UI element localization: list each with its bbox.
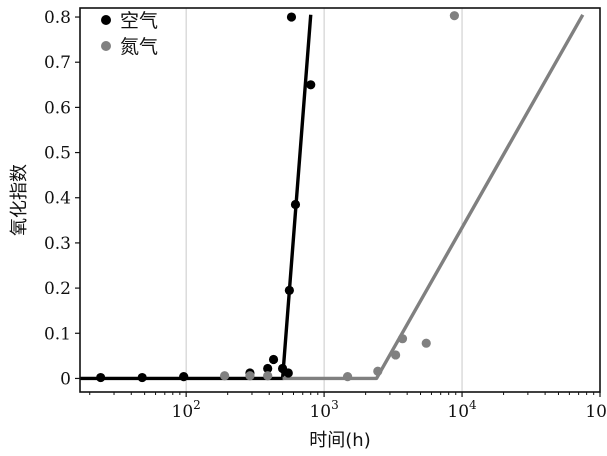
point-s0-11 (306, 80, 316, 90)
y-axis-ticks: 0 0.1 0.2 0.3 0.4 0.5 0.6 0.7 0.8 (44, 8, 80, 389)
y-tick-label-8: 0.8 (44, 8, 71, 28)
point-s1-2 (263, 371, 273, 381)
point-s0-9 (286, 12, 297, 22)
point-s1-1 (245, 371, 255, 381)
legend-marker-0 (101, 15, 111, 25)
point-s1-0 (220, 371, 230, 381)
x-tick-label-3: 105 (585, 398, 607, 422)
point-s1-5 (391, 350, 401, 360)
point-s0-8 (284, 285, 294, 295)
y-tick-label-3: 0.3 (44, 234, 71, 254)
point-s0-5 (268, 354, 279, 365)
point-s0-7 (283, 368, 293, 378)
point-s1-3 (342, 372, 353, 382)
plot-frame (79, 7, 601, 393)
x-tick-label-2: 104 (447, 398, 477, 422)
y-tick-label-7: 0.7 (44, 53, 71, 73)
y-tick-label-4: 0.4 (44, 189, 71, 209)
legend-label-0: 空气 (120, 10, 158, 32)
point-s1-7 (421, 338, 431, 348)
y-tick-label-1: 0.1 (44, 324, 71, 344)
y-tick-label-5: 0.5 (44, 144, 71, 164)
point-s0-4 (263, 363, 273, 374)
x-axis-label: 时间(h) (309, 430, 370, 451)
point-s0-1 (137, 372, 147, 383)
point-s0-10 (290, 199, 301, 210)
grid (185, 8, 463, 392)
legend-label-1: 氮气 (120, 36, 158, 58)
point-s1-4 (373, 366, 383, 376)
fit-line-1 (282, 13, 585, 381)
y-axis-label: 氧化指数 (9, 164, 30, 236)
point-s1-8 (449, 11, 459, 21)
y-tick-label-6: 0.6 (44, 98, 71, 118)
legend-marker-1 (101, 41, 111, 51)
point-s0-0 (96, 372, 106, 383)
point-s0-2 (179, 372, 189, 382)
y-tick-label-0: 0 (60, 369, 71, 389)
data-points (96, 11, 459, 383)
x-tick-label-1: 103 (309, 398, 338, 422)
point-s1-6 (397, 334, 408, 344)
y-tick-label-2: 0.2 (44, 279, 71, 299)
x-tick-label-0: 102 (172, 398, 201, 422)
fit-lines (80, 13, 585, 381)
x-axis-ticks: 102 103 104 105 (89, 392, 607, 422)
